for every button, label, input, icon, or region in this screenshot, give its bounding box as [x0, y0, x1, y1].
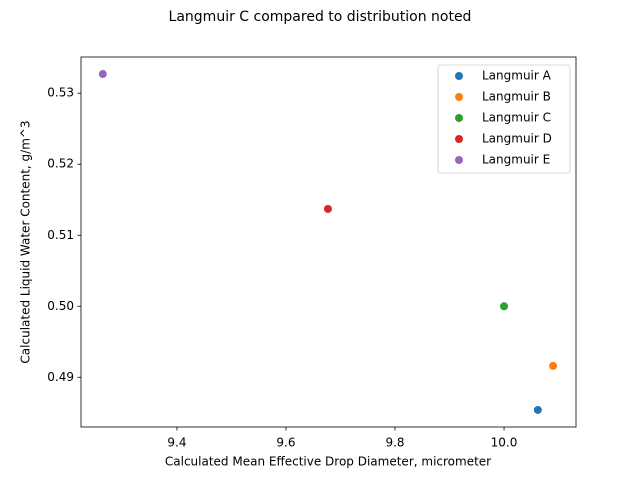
- y-tick-label: 0.51: [47, 228, 74, 242]
- y-tick-label: 0.49: [47, 370, 74, 384]
- legend-marker: [455, 72, 463, 80]
- x-tick-label: 9.8: [385, 436, 404, 450]
- point: [549, 361, 558, 370]
- y-tick-label: 0.50: [47, 299, 74, 313]
- plot-area: [80, 56, 577, 428]
- y-tick-label: 0.53: [47, 86, 74, 100]
- legend-label: Langmuir D: [482, 132, 552, 146]
- x-tick-label: 9.4: [167, 436, 186, 450]
- point: [533, 405, 542, 414]
- legend-label: Langmuir B: [482, 90, 551, 104]
- y-tick-label: 0.52: [47, 157, 74, 171]
- point: [500, 302, 509, 311]
- legend-marker: [455, 135, 463, 143]
- legend-marker: [455, 156, 463, 164]
- legend-label: Langmuir C: [482, 111, 551, 125]
- x-axis-label: Calculated Mean Effective Drop Diameter,…: [165, 455, 491, 469]
- point: [323, 204, 332, 213]
- legend-box: [437, 64, 571, 174]
- legend-marker: [455, 114, 463, 122]
- point: [98, 70, 107, 79]
- x-tick-label: 10.0: [491, 436, 518, 450]
- legend-marker: [455, 93, 463, 101]
- y-axis-label: Calculated Liquid Water Content, g/m^3: [19, 120, 33, 363]
- legend-label: Langmuir A: [482, 69, 552, 83]
- legend-label: Langmuir E: [482, 153, 550, 167]
- chart-title: Langmuir C compared to distribution note…: [169, 9, 472, 25]
- x-tick-label: 9.6: [276, 436, 295, 450]
